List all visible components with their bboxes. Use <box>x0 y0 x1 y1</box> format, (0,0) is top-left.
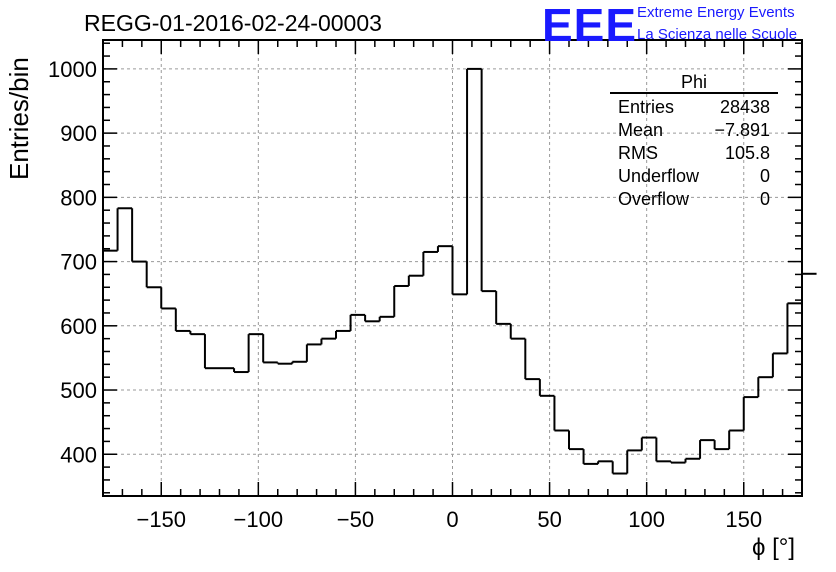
y-tick-label: 1000 <box>48 57 97 82</box>
x-tick-label: 150 <box>725 507 762 532</box>
y-tick-label: 900 <box>60 121 97 146</box>
x-tick-label: −100 <box>234 507 284 532</box>
y-axis-label: Entries/bin <box>4 57 34 180</box>
y-tick-label: 800 <box>60 185 97 210</box>
stats-value: −7.891 <box>714 120 770 140</box>
y-tick-label: 600 <box>60 314 97 339</box>
stats-label: Underflow <box>618 166 700 186</box>
logo-line-1: Extreme Energy Events <box>637 4 795 21</box>
x-tick-label: −150 <box>136 507 186 532</box>
stats-box: Phi Entries 28438 Mean −7.891 RMS 105.8 … <box>610 72 778 211</box>
x-tick-label: 100 <box>628 507 665 532</box>
stats-label: Entries <box>618 97 675 117</box>
eee-logo: EEE <box>542 0 638 51</box>
y-tick-label: 700 <box>60 250 97 275</box>
stats-row-overflow: Overflow 0 <box>610 188 778 211</box>
stats-label: RMS <box>618 143 658 163</box>
x-axis-label: ϕ [°] <box>752 534 796 561</box>
stats-label: Overflow <box>618 189 690 209</box>
stats-row-entries: Entries 28438 <box>610 96 778 119</box>
chart-title: REGG-01-2016-02-24-00003 <box>84 10 382 36</box>
stats-value: 28438 <box>719 97 770 117</box>
x-tick-label: 0 <box>446 507 458 532</box>
y-tick-label: 400 <box>60 442 97 467</box>
stats-value: 0 <box>759 189 770 209</box>
stats-title: Phi <box>680 72 707 92</box>
stats-value: 0 <box>759 166 770 186</box>
y-tick-label: 500 <box>60 378 97 403</box>
stats-value: 105.8 <box>724 143 770 163</box>
x-tick-label: −50 <box>337 507 374 532</box>
logo-line-2: La Scienza nelle Scuole <box>637 26 798 43</box>
stats-row-underflow: Underflow 0 <box>610 165 778 188</box>
x-tick-label: 50 <box>537 507 561 532</box>
stats-row-mean: Mean −7.891 <box>610 119 778 142</box>
stats-label: Mean <box>618 120 664 140</box>
stats-row-rms: RMS 105.8 <box>610 142 778 165</box>
stats-divider <box>610 92 778 94</box>
